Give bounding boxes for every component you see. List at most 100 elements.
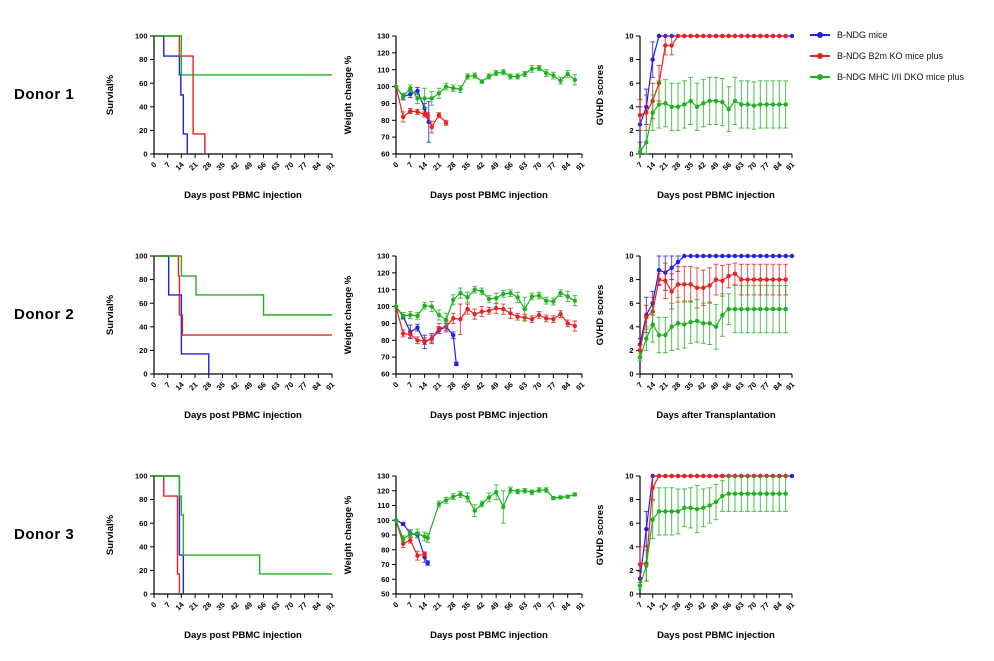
svg-text:91: 91 bbox=[574, 160, 586, 172]
svg-text:0: 0 bbox=[143, 590, 147, 599]
svg-text:0: 0 bbox=[149, 380, 158, 389]
svg-text:0: 0 bbox=[629, 370, 633, 379]
svg-text:100: 100 bbox=[377, 516, 390, 525]
svg-text:84: 84 bbox=[771, 379, 784, 392]
svg-text:Survial%: Survial% bbox=[105, 514, 116, 555]
svg-text:6: 6 bbox=[629, 79, 633, 88]
svg-text:100: 100 bbox=[377, 82, 390, 91]
donor-3-row: Donor 3 0 20 40 60 80 100 0 7 14 21 28 35 42 49 56 63 70… bbox=[0, 440, 994, 660]
svg-text:84: 84 bbox=[310, 379, 323, 392]
svg-text:49: 49 bbox=[242, 160, 254, 172]
svg-text:20: 20 bbox=[139, 566, 147, 575]
svg-text:84: 84 bbox=[560, 159, 573, 172]
svg-text:42: 42 bbox=[474, 160, 486, 172]
svg-text:8: 8 bbox=[629, 275, 633, 284]
svg-text:7: 7 bbox=[405, 160, 414, 169]
donor-3-label: Donor 3 bbox=[14, 526, 75, 543]
svg-text:50: 50 bbox=[381, 590, 389, 599]
svg-text:40: 40 bbox=[139, 542, 147, 551]
svg-text:49: 49 bbox=[242, 380, 254, 392]
svg-text:GVHD scores: GVHD scores bbox=[595, 285, 606, 346]
svg-text:120: 120 bbox=[377, 48, 390, 57]
donor-2-label-cell: Donor 2 bbox=[0, 220, 100, 324]
svg-text:63: 63 bbox=[269, 600, 281, 612]
svg-text:70: 70 bbox=[283, 380, 295, 392]
svg-text:42: 42 bbox=[695, 600, 707, 612]
svg-text:77: 77 bbox=[297, 160, 309, 172]
svg-text:0: 0 bbox=[629, 590, 633, 599]
svg-text:35: 35 bbox=[683, 160, 695, 172]
donor-3-gvhd-chart: 0 2 4 6 8 10 7 14 21 28 35 42 49 56 63 70 77 84 91 Days pos… bbox=[590, 440, 798, 657]
svg-text:10: 10 bbox=[625, 32, 633, 41]
svg-text:70: 70 bbox=[531, 160, 543, 172]
svg-text:91: 91 bbox=[784, 600, 796, 612]
svg-text:49: 49 bbox=[708, 380, 720, 392]
svg-text:70: 70 bbox=[531, 380, 543, 392]
svg-text:63: 63 bbox=[733, 160, 745, 172]
svg-text:10: 10 bbox=[625, 252, 633, 261]
svg-text:35: 35 bbox=[683, 380, 695, 392]
svg-text:42: 42 bbox=[695, 380, 707, 392]
svg-text:100: 100 bbox=[135, 32, 148, 41]
svg-text:21: 21 bbox=[657, 160, 669, 172]
svg-text:56: 56 bbox=[503, 160, 515, 172]
svg-text:20: 20 bbox=[139, 126, 147, 135]
svg-text:70: 70 bbox=[283, 160, 295, 172]
svg-text:77: 77 bbox=[297, 600, 309, 612]
svg-text:4: 4 bbox=[629, 102, 634, 111]
svg-text:7: 7 bbox=[405, 380, 414, 389]
svg-text:Weight change %: Weight change % bbox=[343, 275, 354, 354]
svg-text:77: 77 bbox=[546, 380, 558, 392]
svg-text:80: 80 bbox=[139, 275, 147, 284]
svg-text:56: 56 bbox=[721, 160, 733, 172]
svg-text:80: 80 bbox=[139, 495, 147, 504]
svg-text:Days post PBMC injection: Days post PBMC injection bbox=[184, 410, 302, 421]
svg-text:28: 28 bbox=[670, 600, 682, 612]
svg-text:63: 63 bbox=[733, 600, 745, 612]
gvhd-plot-donor-2: 0 2 4 6 8 10 7 14 21 28 35 42 49 56 63 70 77 84 91 Days aft… bbox=[595, 252, 796, 421]
svg-text:100: 100 bbox=[135, 252, 148, 261]
svg-text:35: 35 bbox=[215, 160, 227, 172]
svg-text:91: 91 bbox=[574, 380, 586, 392]
svg-text:100: 100 bbox=[135, 472, 148, 481]
svg-text:84: 84 bbox=[560, 379, 573, 392]
svg-text:Days after Transplantation: Days after Transplantation bbox=[656, 410, 776, 421]
legend-item-b2m-ko: B-NDG B2m KO mice plus bbox=[810, 51, 964, 61]
svg-text:84: 84 bbox=[310, 159, 323, 172]
svg-text:21: 21 bbox=[431, 380, 443, 392]
svg-text:77: 77 bbox=[759, 600, 771, 612]
svg-text:14: 14 bbox=[645, 599, 658, 612]
svg-text:120: 120 bbox=[377, 486, 390, 495]
svg-text:42: 42 bbox=[695, 160, 707, 172]
svg-text:77: 77 bbox=[759, 160, 771, 172]
svg-text:28: 28 bbox=[445, 600, 457, 612]
svg-text:7: 7 bbox=[635, 160, 644, 169]
svg-text:60: 60 bbox=[381, 150, 389, 159]
svg-text:80: 80 bbox=[381, 545, 389, 554]
svg-text:6: 6 bbox=[629, 299, 633, 308]
legend-marker-red bbox=[810, 53, 830, 59]
donor-2-gvhd-chart: 0 2 4 6 8 10 7 14 21 28 35 42 49 56 63 70 77 84 91 Days aft… bbox=[590, 220, 798, 437]
svg-text:130: 130 bbox=[377, 472, 390, 481]
svg-text:42: 42 bbox=[474, 600, 486, 612]
svg-text:21: 21 bbox=[431, 160, 443, 172]
svg-text:49: 49 bbox=[708, 600, 720, 612]
svg-text:6: 6 bbox=[629, 519, 633, 528]
svg-text:77: 77 bbox=[546, 160, 558, 172]
svg-text:130: 130 bbox=[377, 252, 390, 261]
svg-text:28: 28 bbox=[201, 160, 213, 172]
svg-text:91: 91 bbox=[324, 380, 336, 392]
svg-text:84: 84 bbox=[771, 599, 784, 612]
svg-text:70: 70 bbox=[381, 560, 389, 569]
svg-text:14: 14 bbox=[174, 379, 187, 392]
svg-text:40: 40 bbox=[139, 322, 147, 331]
svg-text:63: 63 bbox=[517, 600, 529, 612]
svg-text:Weight change %: Weight change % bbox=[343, 55, 354, 134]
donor-1-survival-chart: 0 20 40 60 80 100 0 7 14 21 28 35 42 49 56 63 70 77 84 91 Da… bbox=[100, 0, 338, 217]
svg-text:70: 70 bbox=[381, 133, 389, 142]
svg-text:60: 60 bbox=[381, 575, 389, 584]
svg-text:63: 63 bbox=[269, 380, 281, 392]
svg-text:56: 56 bbox=[503, 600, 515, 612]
